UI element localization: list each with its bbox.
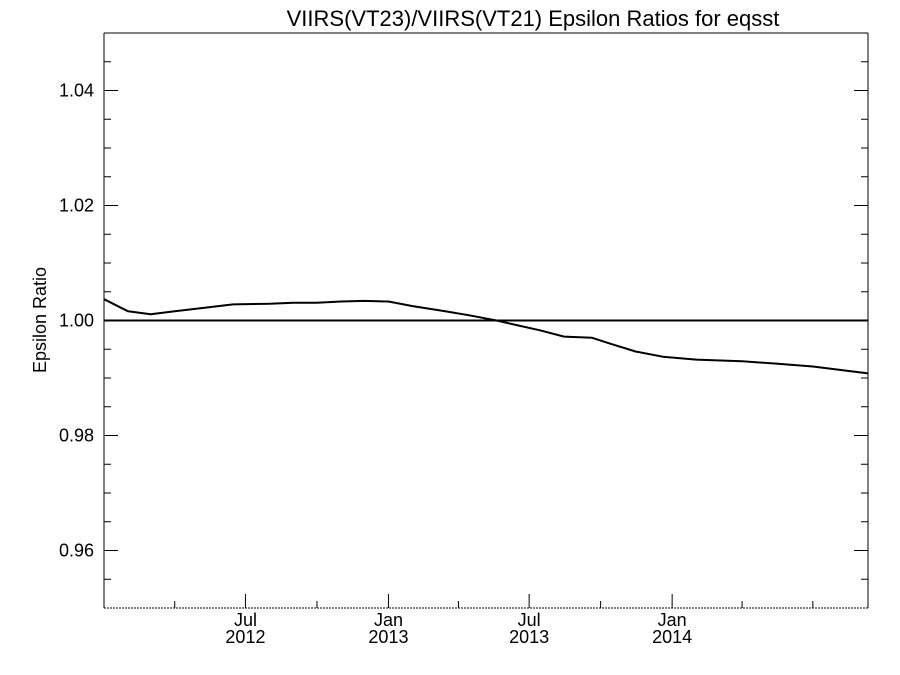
x-tick-label-month: Jul (518, 610, 541, 630)
x-tick-label-year: 2013 (509, 627, 549, 647)
y-tick-label: 1.02 (59, 196, 94, 216)
ticks-group (104, 61, 868, 608)
series-line-epsilon-ratio (103, 298, 869, 375)
x-tick-label-year: 2014 (652, 627, 692, 647)
x-tick-label-month: Jan (658, 610, 687, 630)
chart-title: VIIRS(VT23)/VIIRS(VT21) Epsilon Ratios f… (287, 6, 780, 31)
x-tick-label-year: 2012 (225, 627, 265, 647)
y-tick-label: 1.00 (59, 311, 94, 331)
y-tick-label: 0.98 (59, 426, 94, 446)
x-tick-label-year: 2013 (368, 627, 408, 647)
y-axis-label: Epsilon Ratio (30, 267, 50, 373)
y-tick-label: 0.96 (59, 541, 94, 561)
y-tick-label: 1.04 (59, 81, 94, 101)
x-tick-label-month: Jul (234, 610, 257, 630)
x-tick-label-month: Jan (374, 610, 403, 630)
tick-labels-group: 0.960.981.001.021.04Jul2012Jan2013Jul201… (59, 81, 692, 648)
lines-group (103, 298, 869, 375)
